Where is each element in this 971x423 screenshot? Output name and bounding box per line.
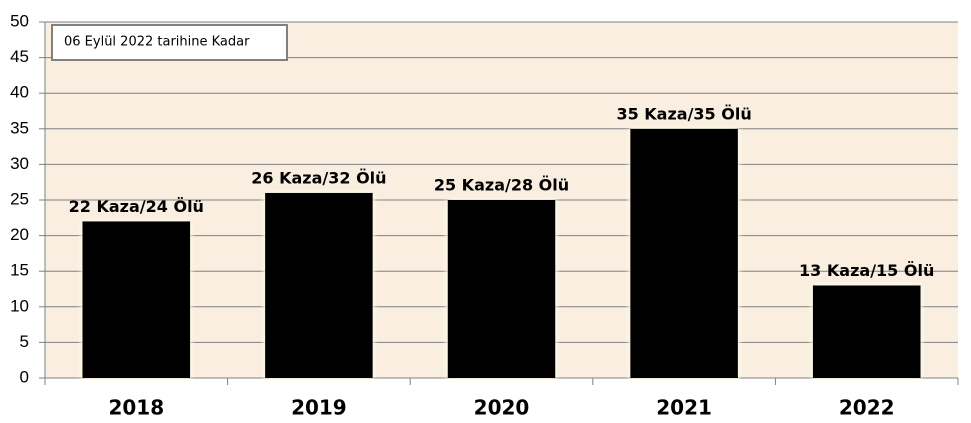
annotation-box (51, 24, 288, 61)
x-tick-label: 2020 (474, 396, 530, 420)
value-label: 22 Kaza/24 Ölü (69, 197, 204, 216)
x-tick-label: 2019 (291, 396, 347, 420)
y-tick-label: 25 (10, 189, 29, 208)
x-tick-label: 2018 (108, 396, 164, 420)
annotation: 06 Eylül 2022 tarihine Kadar (64, 35, 250, 50)
y-tick-label: 50 (10, 11, 29, 30)
bar (447, 200, 556, 378)
y-tick-label: 30 (10, 154, 29, 173)
y-tick-label: 0 (20, 367, 29, 386)
bar (630, 128, 738, 378)
x-tick-label: 2022 (839, 396, 895, 420)
y-tick-label: 10 (10, 296, 29, 315)
bar (265, 192, 373, 378)
bar (812, 285, 921, 378)
y-tick-label: 35 (10, 118, 29, 137)
bar (82, 221, 191, 378)
value-label: 26 Kaza/32 Ölü (251, 168, 386, 187)
value-label: 25 Kaza/28 Ölü (434, 176, 569, 195)
y-tick-label: 40 (10, 83, 29, 102)
y-tick-label: 15 (10, 261, 29, 280)
y-tick-label: 45 (10, 47, 29, 66)
y-tick-label: 20 (10, 225, 29, 244)
x-tick-label: 2021 (656, 396, 712, 420)
value-label: 13 Kaza/15 Ölü (799, 261, 934, 280)
y-tick-label: 5 (20, 332, 29, 351)
value-label: 35 Kaza/35 Ölü (616, 104, 751, 123)
